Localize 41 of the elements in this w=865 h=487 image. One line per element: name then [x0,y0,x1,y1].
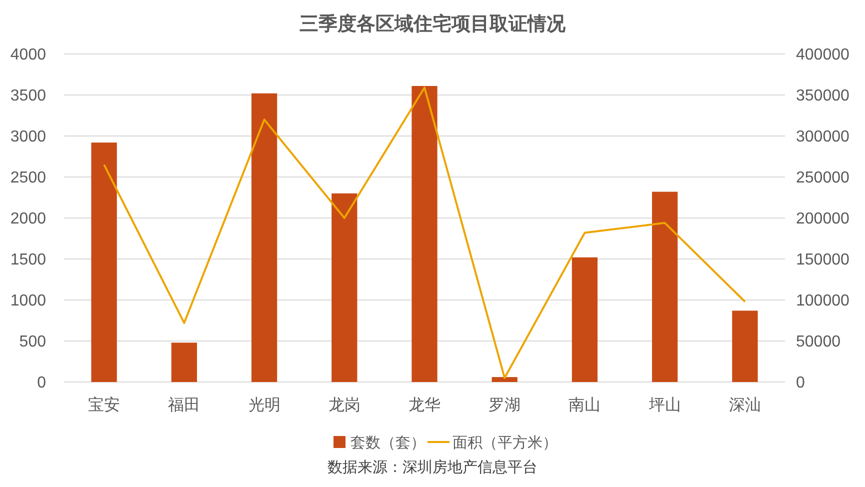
y-tick-label: 4000 [10,46,46,64]
line-series [103,86,746,379]
y-tick-label: 500 [19,334,46,351]
x-tick-label: 光明 [248,396,280,414]
x-tick-label: 罗湖 [488,396,521,414]
bar [171,342,197,382]
x-tick-label: 南山 [568,396,601,414]
y-tick-label: 2500 [10,170,46,187]
chart-title: 三季度各区域住宅项目取证情况 [300,13,566,35]
legend-label: 面积（平方米） [452,434,558,452]
y2-tick-label: 400000 [796,46,850,64]
y2-tick-label: 250000 [796,170,850,187]
x-tick-label: 深汕 [728,396,761,414]
x-tick-label: 宝安 [88,396,120,414]
y2-tick-label: 200000 [796,210,850,228]
y2-tick-label: 150000 [796,252,850,269]
bar [412,86,438,382]
bar [492,377,518,382]
x-tick-label: 福田 [168,396,200,414]
y2-tick-label: 0 [796,374,805,392]
bar [251,93,278,382]
x-tick-label: 坪山 [648,396,681,414]
y-tick-label: 1500 [10,252,46,269]
bar [732,310,758,382]
x-tick-label: 龙岗 [328,396,360,414]
bar [91,142,117,382]
legend-label: 套数（套） [350,434,426,452]
y-tick-label: 3500 [10,88,46,105]
bar [652,192,678,382]
y2-tick-label: 100000 [796,292,850,310]
bar [572,257,598,382]
x-tick-label: 龙华 [408,396,440,414]
y2-tick-label: 350000 [796,88,850,105]
y-tick-label: 2000 [10,210,46,228]
y2-tick-label: 300000 [796,128,850,146]
bar [332,193,358,382]
y-tick-label: 3000 [10,128,46,146]
source-note: 数据来源：深圳房地产信息平台 [328,459,538,476]
y-tick-label: 0 [37,374,46,392]
y-tick-label: 1000 [10,292,46,310]
y2-tick-label: 50000 [796,334,841,351]
